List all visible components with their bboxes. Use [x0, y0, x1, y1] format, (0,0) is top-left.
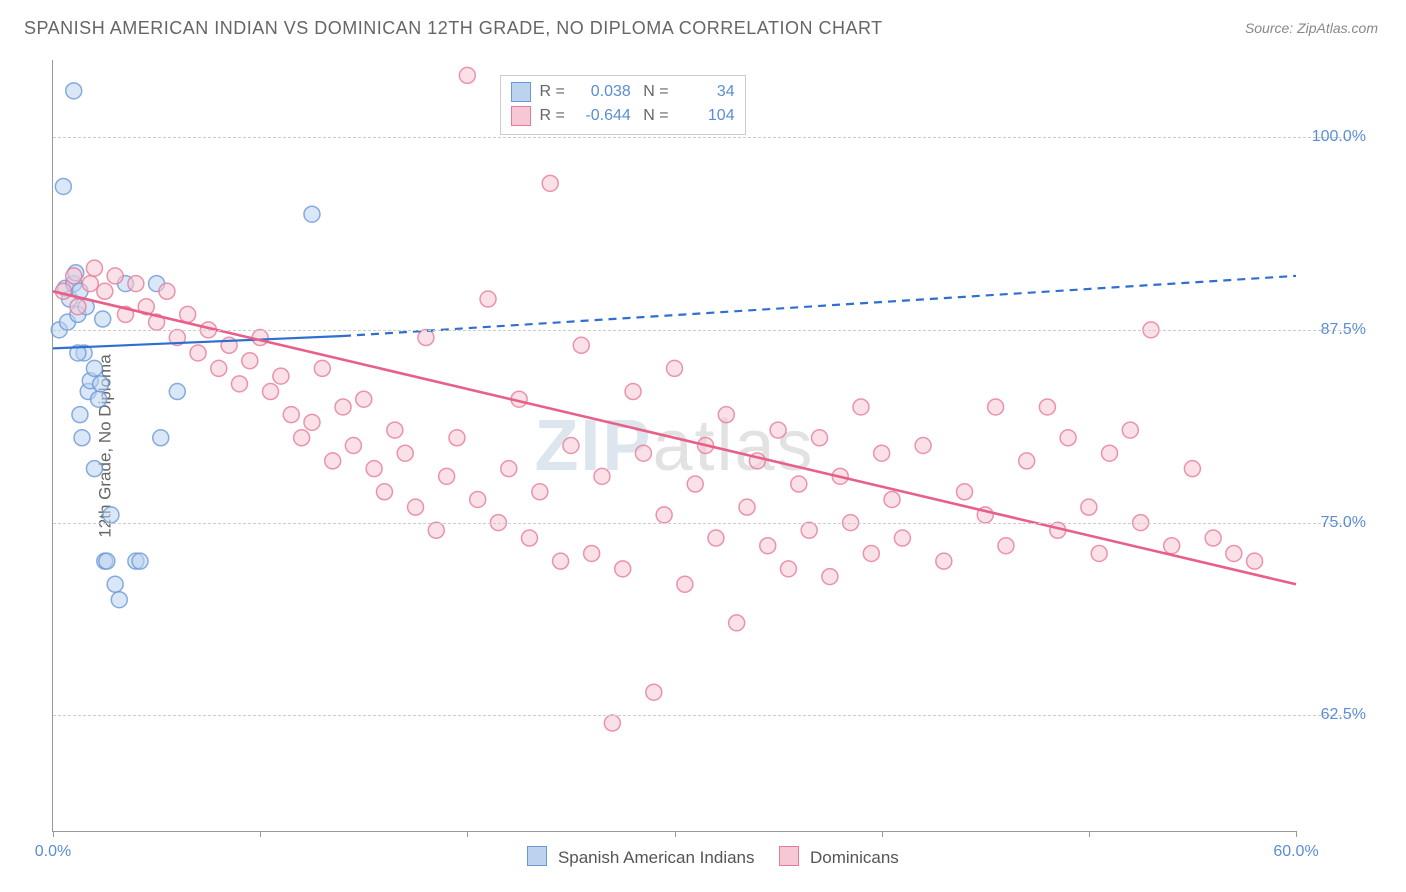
chart-title: SPANISH AMERICAN INDIAN VS DOMINICAN 12T…	[24, 18, 883, 39]
y-tick-label: 62.5%	[1306, 706, 1366, 724]
legend-row-1: R = -0.644 N = 104	[511, 104, 734, 128]
legend-r-label: R =	[539, 104, 564, 128]
legend-series-label-0: Spanish American Indians	[558, 848, 755, 867]
plot-area: ZIPatlas R = 0.038 N = 34 R = -0.644 N =…	[52, 60, 1296, 832]
correlation-legend: R = 0.038 N = 34 R = -0.644 N = 104	[500, 75, 745, 135]
legend-r-value-1: -0.644	[573, 104, 631, 128]
legend-n-value-1: 104	[677, 104, 735, 128]
y-tick-label: 87.5%	[1306, 321, 1366, 339]
legend-swatch-series-1	[779, 846, 799, 866]
y-tick-label: 100.0%	[1306, 128, 1366, 146]
chart-container: SPANISH AMERICAN INDIAN VS DOMINICAN 12T…	[0, 0, 1406, 892]
y-tick-label: 75.0%	[1306, 514, 1366, 532]
legend-r-value-0: 0.038	[573, 80, 631, 104]
legend-swatch-1	[511, 106, 531, 126]
legend-row-0: R = 0.038 N = 34	[511, 80, 734, 104]
legend-series-label-1: Dominicans	[810, 848, 899, 867]
legend-n-label: N =	[639, 104, 669, 128]
source-label: Source: ZipAtlas.com	[1245, 20, 1378, 36]
series-legend: Spanish American Indians Dominicans	[0, 846, 1406, 868]
legend-swatch-0	[511, 82, 531, 102]
legend-n-label: N =	[639, 80, 669, 104]
legend-swatch-series-0	[527, 846, 547, 866]
legend-n-value-0: 34	[677, 80, 735, 104]
legend-r-label: R =	[539, 80, 564, 104]
